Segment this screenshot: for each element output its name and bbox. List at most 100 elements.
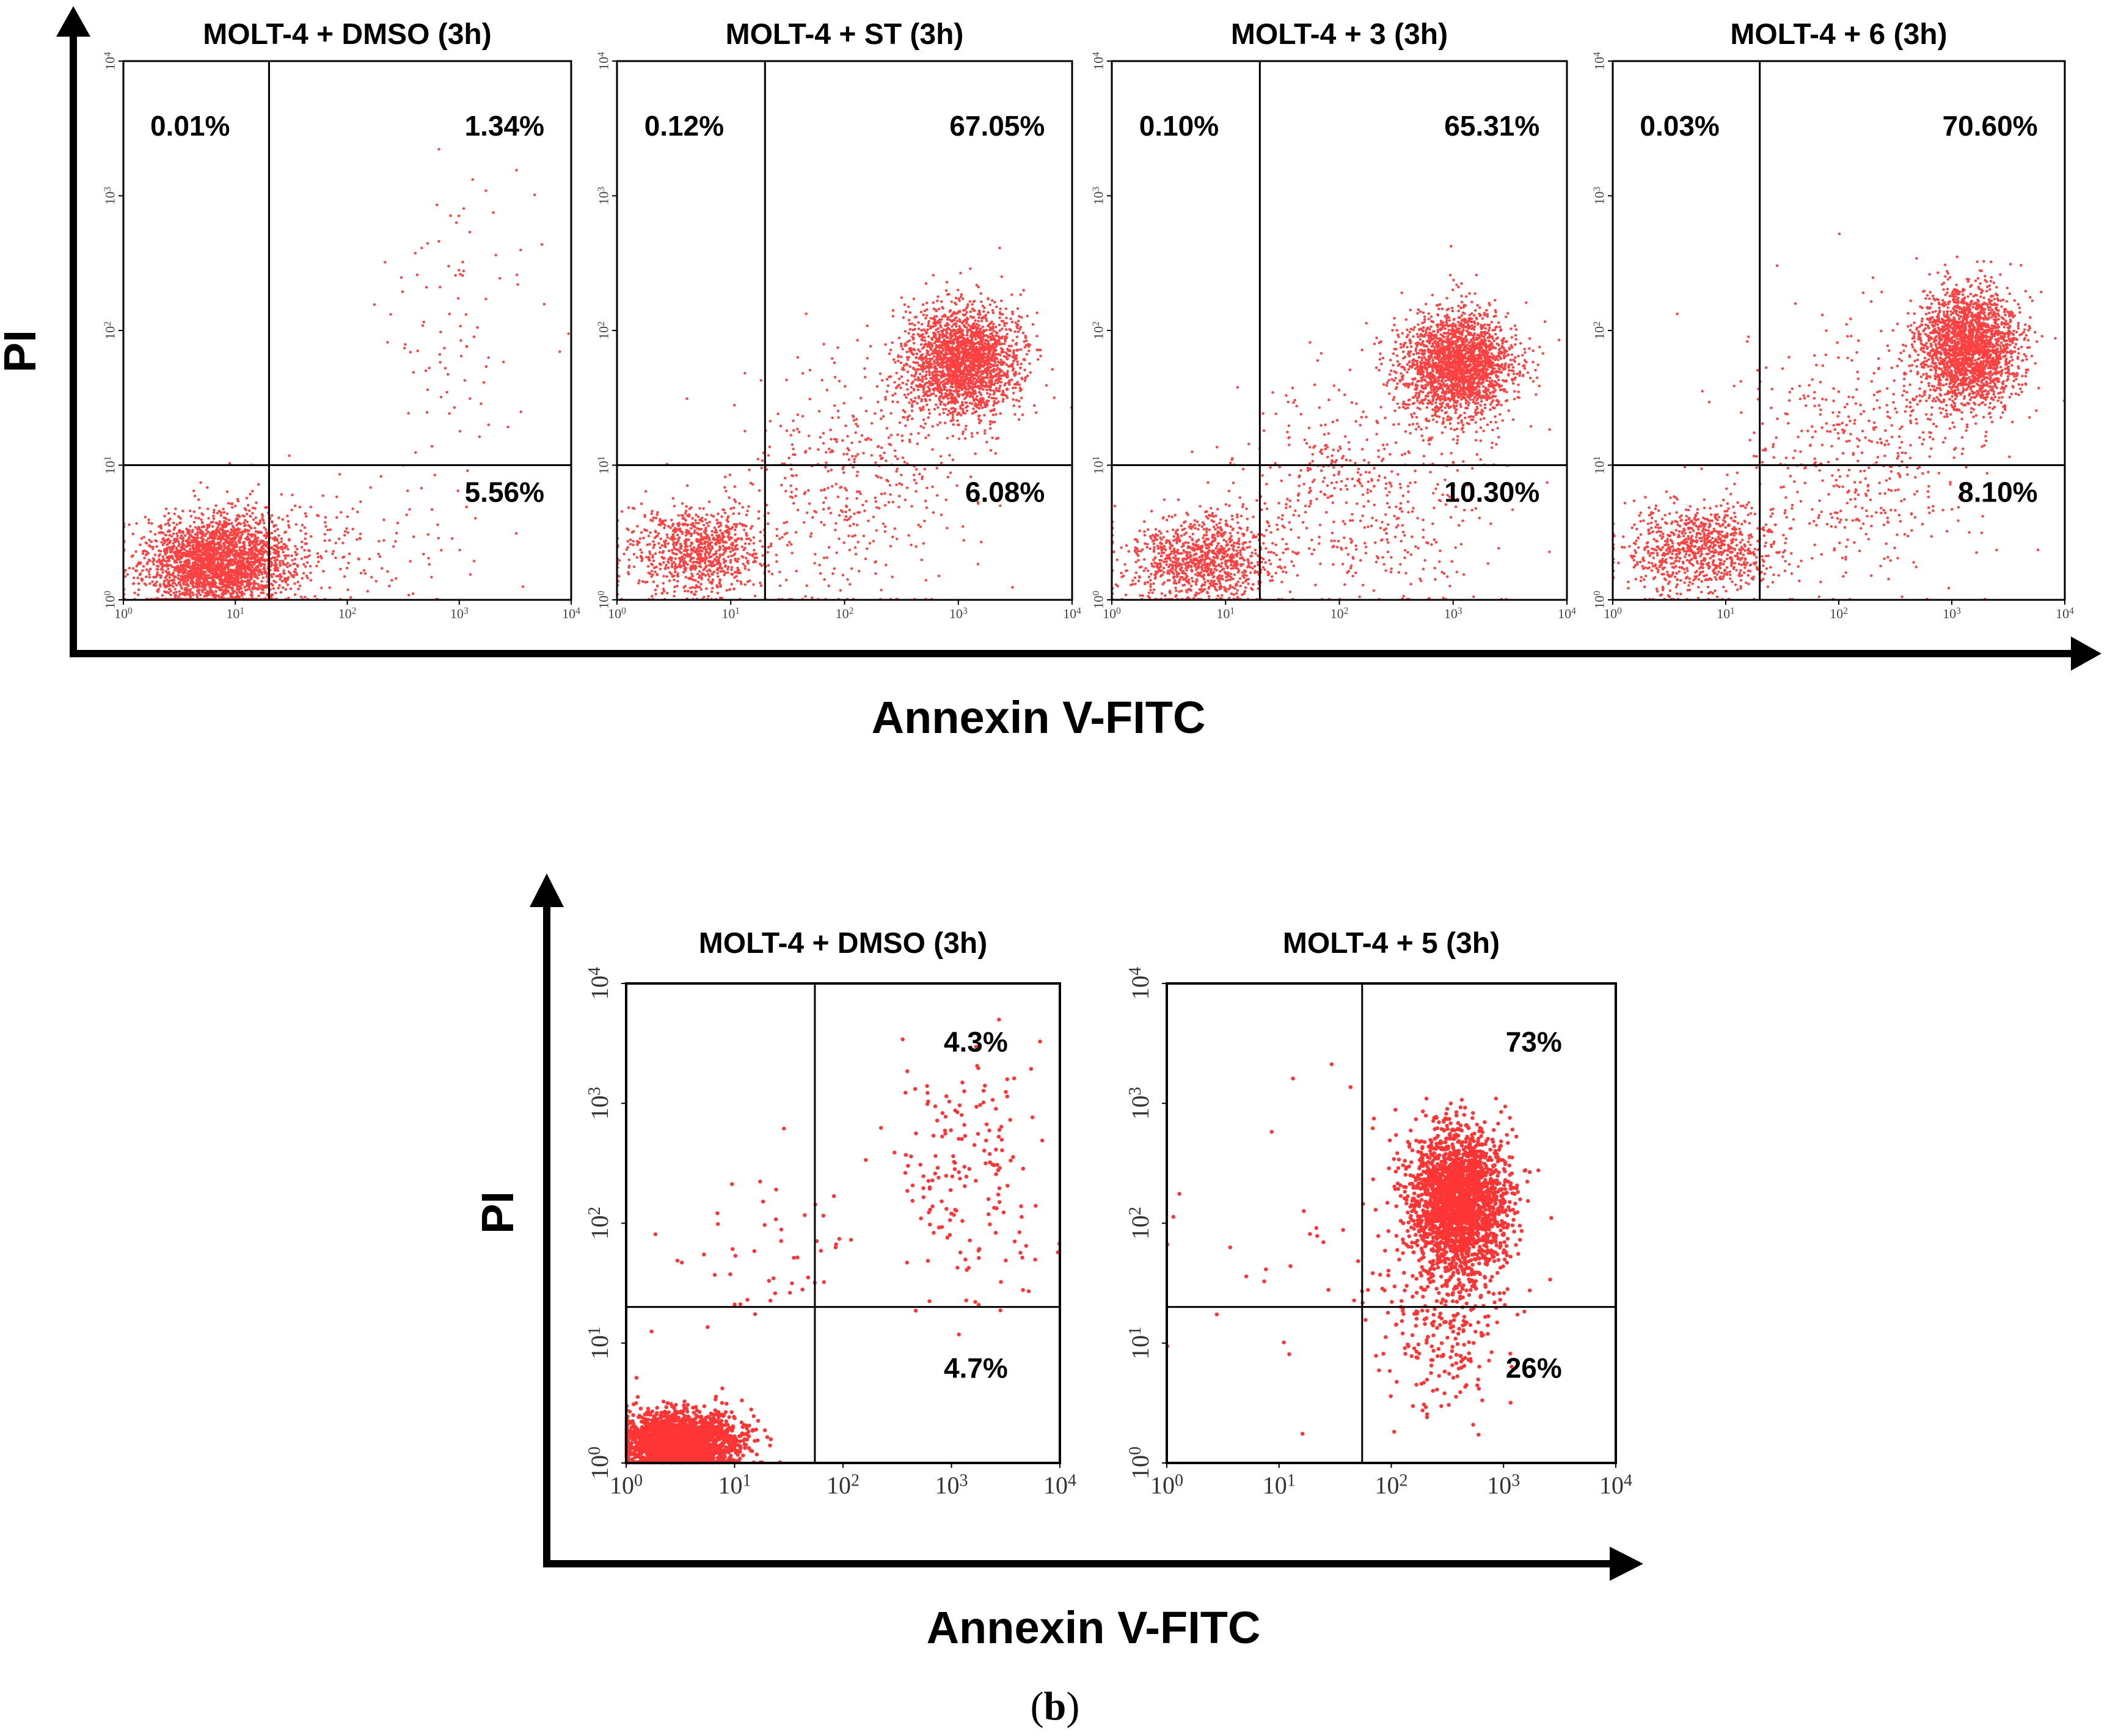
event-dot [161, 594, 164, 597]
event-dot [296, 580, 299, 583]
event-dot [194, 571, 197, 574]
event-dot [889, 348, 893, 352]
event-dot [449, 214, 452, 217]
event-dot [207, 517, 210, 520]
event-dot [515, 169, 518, 172]
event-dot [135, 569, 138, 572]
event-dot [964, 401, 967, 404]
event-dot [1006, 357, 1009, 360]
event-dot [231, 502, 234, 505]
event-dot [219, 527, 222, 530]
event-dot [465, 345, 469, 348]
event-dot [315, 564, 318, 567]
event-dot [282, 562, 285, 565]
event-dot [171, 555, 174, 559]
event-dot [436, 523, 439, 527]
event-dot [189, 525, 192, 528]
event-dot [958, 299, 961, 302]
event-dot [261, 588, 265, 591]
event-dot [1045, 384, 1048, 387]
event-dot [914, 396, 917, 399]
event-dot [316, 514, 319, 517]
event-dot [463, 379, 466, 382]
event-dot [1005, 316, 1008, 319]
event-dot [180, 592, 183, 596]
event-dot [912, 353, 915, 356]
event-dot [966, 359, 969, 362]
event-dot [969, 267, 972, 270]
event-dot [900, 356, 903, 359]
event-dot [975, 332, 978, 335]
event-dot [286, 583, 290, 586]
event-dot [230, 574, 233, 578]
event-dot [521, 585, 525, 588]
event-dot [320, 586, 323, 589]
event-dot [987, 311, 990, 314]
event-dot [363, 572, 367, 575]
event-dot [985, 399, 988, 403]
event-dot [913, 378, 917, 381]
event-dot [992, 404, 995, 407]
tick-base: 10 [103, 596, 118, 609]
event-dot [937, 307, 941, 310]
event-dot [187, 569, 190, 573]
event-dot [973, 299, 976, 303]
event-dot [945, 330, 948, 334]
event-dot [437, 536, 440, 540]
event-dot [936, 299, 939, 302]
event-dot [948, 388, 952, 392]
event-dot [936, 340, 940, 343]
event-dot [448, 312, 451, 316]
event-dot [936, 330, 940, 334]
event-dot [924, 316, 927, 320]
event-dot [988, 420, 992, 423]
event-dot [188, 537, 191, 541]
tick-base: 10 [103, 461, 118, 474]
event-dot [279, 560, 282, 563]
event-dot [390, 578, 393, 582]
event-dot [236, 575, 240, 578]
event-dot [205, 532, 208, 535]
event-dot [290, 554, 293, 557]
event-dot [945, 388, 949, 392]
event-dot [278, 584, 281, 587]
event-dot [236, 570, 239, 573]
event-dot [208, 525, 211, 528]
event-dot [567, 332, 570, 335]
event-dot [979, 381, 982, 384]
event-dot [1008, 383, 1011, 386]
event-dot [408, 508, 411, 511]
event-dot [235, 542, 238, 546]
event-dot [392, 545, 395, 548]
event-dot [351, 528, 354, 531]
event-dot [977, 358, 980, 361]
event-dot [286, 561, 290, 565]
event-dot [993, 420, 996, 424]
event-dot [208, 574, 211, 577]
event-dot [953, 337, 957, 341]
event-dot [1011, 386, 1015, 390]
event-dot [128, 523, 131, 527]
event-dot [991, 299, 994, 302]
event-dot [454, 221, 458, 224]
event-dot [226, 530, 229, 533]
event-dot [346, 588, 349, 591]
event-dot [197, 591, 200, 594]
event-dot [345, 566, 349, 570]
event-dot [289, 572, 292, 575]
event-dot [925, 365, 928, 368]
event-dot [956, 419, 959, 422]
event-dot [250, 535, 254, 538]
event-dot [468, 230, 472, 234]
tick-base: 10 [103, 57, 118, 70]
event-dot [197, 525, 200, 528]
event-dot [293, 558, 297, 561]
event-dot [189, 581, 192, 584]
event-dots [122, 148, 570, 601]
event-dot [943, 313, 946, 316]
event-dot [159, 525, 162, 528]
event-dot [948, 310, 952, 313]
event-dot [977, 415, 980, 418]
event-dot [893, 381, 896, 384]
event-dot [265, 550, 268, 553]
